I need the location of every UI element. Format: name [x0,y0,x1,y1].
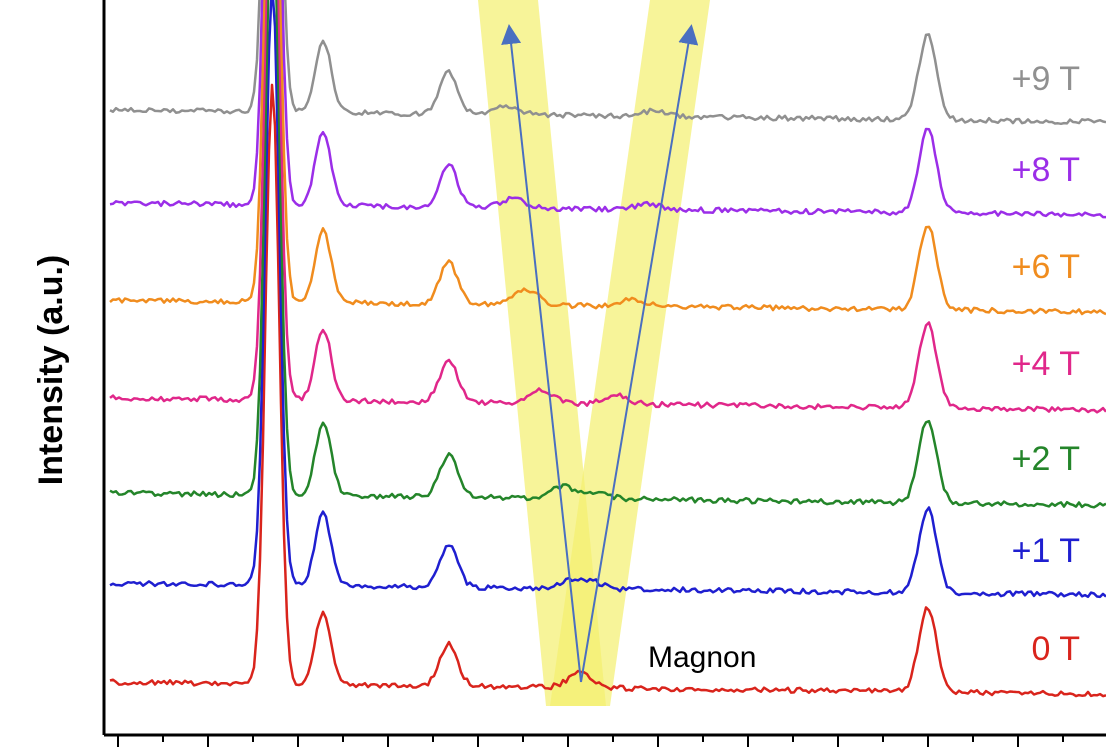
highlight-band-right [550,0,710,706]
series-labels: 0 T +1 T +2 T +4 T +6 T +8 T +9 T [1012,60,1080,668]
series-line-2TT [109,0,1106,509]
series-label: +9 T [1012,60,1080,98]
series-line-1TT [109,0,1106,599]
series-label: 0 T [1031,630,1080,668]
series-label: +6 T [1012,248,1080,286]
series-layer [109,0,1106,698]
arrow-left [501,24,582,683]
series-line-9TT [109,0,1106,126]
series-line-8TT [109,0,1106,219]
arrow-right [580,24,699,683]
series-line-6TT [109,0,1106,316]
series-label: +8 T [1012,151,1080,189]
series-line-4TT [109,0,1106,414]
magnon-dispersion-arrows [501,24,699,683]
axes [102,0,1106,747]
y-axis-label: Intensity (a.u.) [32,255,70,485]
magnon-highlight-band [478,0,710,706]
x-axis-ticks [117,735,1064,747]
magnon-annotation: Magnon [648,641,756,674]
series-label: +2 T [1012,440,1080,478]
highlight-band-left [478,0,606,706]
series-label: +4 T [1012,345,1080,383]
series-label: +1 T [1012,532,1080,570]
series-line-0TT [109,83,1106,698]
